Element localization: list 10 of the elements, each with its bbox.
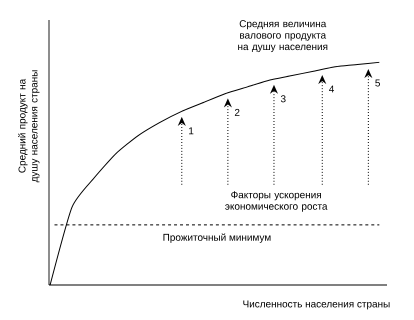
y-axis-title: Средний продукт на душу населения страны xyxy=(18,70,40,182)
annotation: 1 xyxy=(189,127,194,134)
annotation: 4 xyxy=(329,86,334,92)
annotation: 5 xyxy=(375,80,380,86)
annotation: 3 xyxy=(280,95,286,102)
ref-line-label: Прожиточный минимум xyxy=(163,233,270,243)
x-axis-title: Численность населения страны xyxy=(243,300,390,310)
text: Средняя величина валового продукта на душу населения xyxy=(238,20,328,52)
annotation: 2 xyxy=(234,108,240,116)
annotation: Факторы ускорения экономического роста xyxy=(225,191,328,212)
